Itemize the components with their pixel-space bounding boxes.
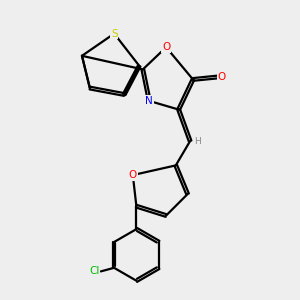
Text: O: O <box>218 72 226 82</box>
Text: O: O <box>129 170 137 180</box>
Text: S: S <box>111 28 118 39</box>
Text: Cl: Cl <box>89 266 100 276</box>
Text: H: H <box>195 136 201 146</box>
Text: O: O <box>162 42 170 52</box>
Text: N: N <box>146 96 153 106</box>
